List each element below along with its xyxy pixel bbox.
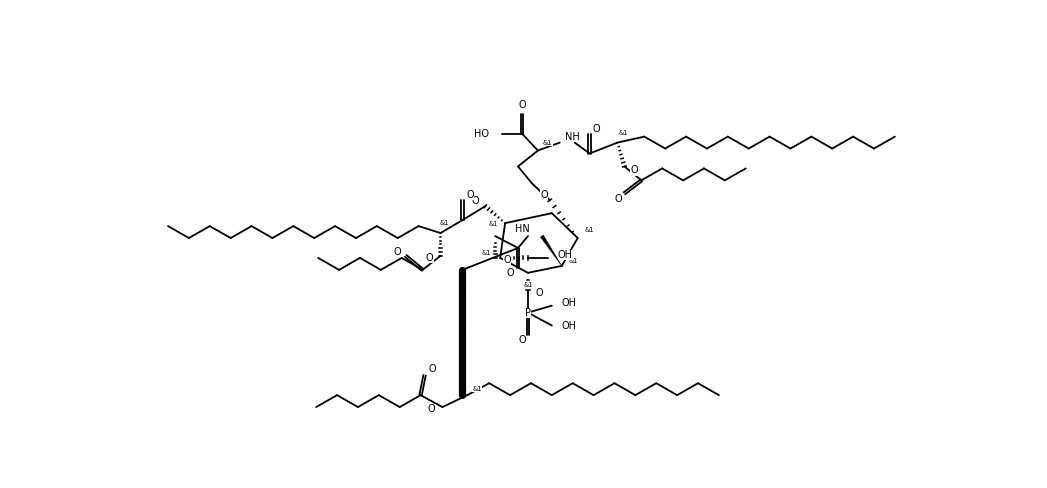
Text: O: O (540, 190, 548, 200)
Text: O: O (467, 190, 474, 200)
Text: OH: OH (558, 250, 573, 260)
Text: O: O (394, 247, 402, 257)
Text: &1: &1 (488, 221, 498, 227)
Text: O: O (518, 335, 526, 346)
Text: HO: HO (474, 129, 489, 139)
Text: &1: &1 (482, 250, 491, 256)
Text: &1: &1 (619, 130, 628, 136)
Text: OH: OH (562, 321, 577, 330)
Text: O: O (593, 123, 600, 134)
Text: NH: NH (564, 132, 579, 142)
Text: O: O (471, 196, 480, 206)
Text: &1: &1 (585, 227, 595, 233)
Text: P: P (525, 307, 531, 318)
Text: O: O (428, 364, 437, 374)
Text: O: O (507, 268, 514, 278)
Text: &1: &1 (440, 220, 449, 226)
Polygon shape (540, 235, 562, 266)
Text: &1: &1 (543, 140, 553, 145)
Text: O: O (615, 194, 622, 204)
Text: &1: &1 (472, 386, 482, 392)
Text: O: O (426, 253, 433, 263)
Text: O: O (428, 404, 436, 414)
Text: O: O (630, 165, 638, 175)
Text: O: O (504, 255, 511, 265)
Text: OH: OH (562, 298, 577, 307)
Text: O: O (536, 288, 543, 298)
Text: &1: &1 (524, 282, 533, 288)
Text: &1: &1 (569, 258, 578, 264)
Text: O: O (518, 100, 526, 110)
Text: HN: HN (515, 224, 530, 234)
